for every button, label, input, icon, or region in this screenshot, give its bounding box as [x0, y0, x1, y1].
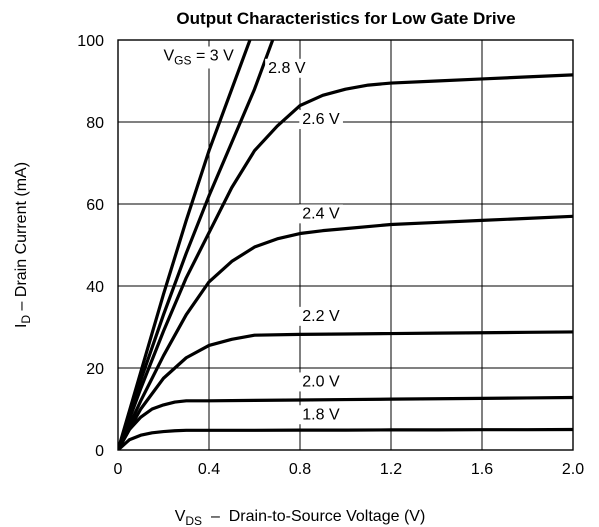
x-tick-label: 1.2 — [380, 461, 402, 478]
y-axis-label-rest: – Drain Current (mA) — [13, 162, 30, 315]
label-prefix-sub: GS — [174, 54, 191, 68]
x-tick-label: 1.6 — [471, 461, 493, 478]
y-tick-label: 20 — [86, 361, 104, 378]
series-label-2_8V: 2.8 V — [265, 58, 309, 78]
y-tick-label: 0 — [95, 443, 104, 460]
y-tick-label: 40 — [86, 279, 104, 296]
series-label-background — [299, 372, 343, 392]
curve-vgs-2_0V — [118, 395, 573, 450]
curve-vgs-1_8V — [118, 427, 573, 450]
x-axis-label: VDS – Drain-to-Source Voltage (V) — [175, 508, 426, 527]
curves — [118, 40, 573, 450]
series-label-text: 2.4 V — [302, 205, 340, 222]
x-tick-label: 0.4 — [198, 461, 220, 478]
series-label-text: 2.6 V — [302, 111, 340, 128]
series-label-background — [160, 46, 238, 69]
series-label-background — [265, 58, 309, 78]
series-label-2_4V: 2.4 V — [299, 204, 343, 224]
axis-ticks: 0 0.4 0.8 1.2 1.6 2.0 0 20 40 60 80 100 — [77, 33, 584, 478]
series-label-text: 2.0 V — [302, 373, 340, 390]
x-axis-label-main: V — [175, 508, 186, 525]
series-label-text: VGS = 3 V — [164, 48, 235, 68]
series-label-2_6V: 2.6 V — [299, 110, 343, 130]
series-label-2_0V: 2.0 V — [299, 372, 343, 392]
curve-vgs-2_4V — [118, 214, 573, 450]
series-label-text: 1.8 V — [302, 406, 340, 423]
label-prefix-main: V — [164, 48, 175, 65]
x-tick-label: 0.8 — [289, 461, 311, 478]
y-tick-label: 100 — [77, 33, 104, 50]
x-axis-label-rest: – Drain-to-Source Voltage (V) — [202, 508, 425, 525]
series-label-background — [299, 110, 343, 130]
y-tick-label: 60 — [86, 197, 104, 214]
x-axis-label-sub: DS — [185, 514, 202, 527]
series-label-1_8V: 1.8 V — [299, 405, 343, 425]
curve-vgs-2_2V — [118, 330, 573, 450]
curve-vgs-2_6V — [118, 73, 573, 450]
plot-frame — [117, 39, 574, 451]
series-label-3V: VGS = 3 V — [160, 46, 238, 69]
series-labels: VGS = 3 V 2.8 V 2.6 V 2.4 V 2.2 V 2.0 V 1.8 V — [160, 46, 343, 425]
y-axis-label-sub: D — [19, 315, 33, 324]
series-label-background — [299, 405, 343, 425]
label-prefix-rest: = 3 V — [192, 48, 235, 65]
x-tick-label: 2.0 — [562, 461, 584, 478]
series-label-background — [299, 306, 343, 326]
series-label-2_2V: 2.2 V — [299, 306, 343, 326]
y-axis-label-main: I — [13, 324, 30, 328]
curve-vgs-2_8V — [118, 40, 275, 450]
series-label-text: 2.8 V — [268, 60, 306, 77]
curve-vgs-3V — [118, 40, 252, 450]
chart-title: Output Characteristics for Low Gate Driv… — [176, 9, 515, 28]
series-label-text: 2.2 V — [302, 308, 340, 325]
y-axis-label: ID – Drain Current (mA) — [13, 162, 33, 328]
y-tick-label: 80 — [86, 115, 104, 132]
x-tick-label: 0 — [114, 461, 123, 478]
grid — [118, 40, 573, 450]
series-label-background — [299, 204, 343, 224]
